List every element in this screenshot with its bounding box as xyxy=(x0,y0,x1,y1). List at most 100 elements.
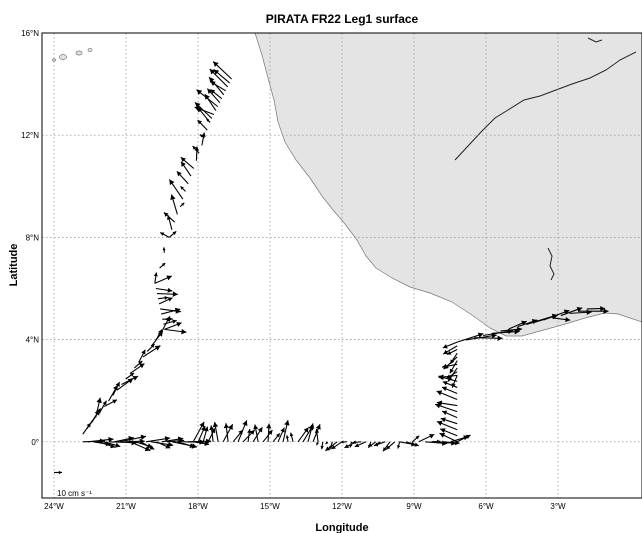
niger-river xyxy=(454,51,637,161)
y-tick-label: 0° xyxy=(31,438,39,447)
x-tick-label: 12°W xyxy=(332,502,352,511)
current-vector xyxy=(474,335,503,341)
current-vector xyxy=(151,441,174,448)
current-vector xyxy=(87,436,114,443)
current-vector xyxy=(98,441,116,449)
scale-arrow xyxy=(54,470,62,475)
current-vector xyxy=(156,441,171,449)
current-vector xyxy=(247,428,252,442)
current-vector xyxy=(209,68,229,88)
current-vector xyxy=(385,441,396,450)
current-vector xyxy=(192,421,205,443)
current-vector xyxy=(354,441,367,448)
current-vector xyxy=(331,441,343,450)
current-vector xyxy=(442,381,458,388)
x-tick-label: 9°W xyxy=(406,502,422,511)
current-vector xyxy=(297,427,309,443)
current-vector xyxy=(368,441,376,448)
current-vector xyxy=(436,390,458,401)
current-vector xyxy=(157,295,169,300)
current-vector xyxy=(253,424,259,442)
current-vector xyxy=(441,410,458,419)
current-vector xyxy=(202,426,209,442)
current-vector xyxy=(436,420,458,431)
current-vector xyxy=(223,423,230,442)
current-vector xyxy=(179,202,185,208)
current-vector xyxy=(156,291,178,297)
x-tick-labels: 24°W 21°W 18°W 15°W 12°W 9°W 6°W 3°W xyxy=(44,502,566,511)
current-vector xyxy=(197,119,208,131)
current-vector xyxy=(140,441,155,450)
current-vector xyxy=(108,384,119,402)
current-vector xyxy=(151,331,164,347)
plot-frame xyxy=(41,32,642,499)
current-vector xyxy=(449,352,458,365)
current-vector xyxy=(158,297,173,305)
y-tick-labels: 0° 4°N 8°N 12°N 16°N xyxy=(21,29,39,447)
current-vector xyxy=(159,262,166,269)
chart-title: PIRATA FR22 Leg1 surface xyxy=(266,12,419,26)
x-axis-label: Longitude xyxy=(315,522,368,533)
current-vector xyxy=(543,309,570,321)
current-vector xyxy=(252,426,263,443)
current-vector xyxy=(212,61,232,80)
current-vector xyxy=(162,247,166,253)
current-vector xyxy=(340,440,347,444)
current-vector xyxy=(142,345,161,358)
x-tick-label: 3°W xyxy=(550,502,566,511)
current-vector xyxy=(208,76,225,96)
current-vector xyxy=(155,287,173,293)
current-vector xyxy=(397,441,401,449)
current-vector xyxy=(194,101,213,119)
current-vector xyxy=(320,441,324,450)
current-vector xyxy=(446,349,458,355)
current-vector xyxy=(180,161,192,177)
current-vector xyxy=(205,118,211,123)
current-vector xyxy=(434,403,458,413)
y-tick-label: 8°N xyxy=(26,233,40,242)
current-vector xyxy=(209,425,215,442)
current-vector xyxy=(164,322,182,330)
y-tick-label: 4°N xyxy=(26,336,40,345)
y-axis-label: Latitude xyxy=(8,244,20,287)
current-vector xyxy=(262,429,273,443)
current-vector xyxy=(201,132,206,146)
current-vector xyxy=(439,428,458,437)
y-tick-label: 16°N xyxy=(21,29,39,38)
current-vector xyxy=(439,432,458,443)
current-vector xyxy=(193,441,210,447)
current-vector xyxy=(82,422,92,435)
current-vector xyxy=(289,432,294,442)
current-vector xyxy=(282,419,290,442)
x-tick-label: 18°W xyxy=(188,502,208,511)
current-vector xyxy=(373,441,386,447)
current-vector xyxy=(307,423,315,442)
current-vector xyxy=(277,427,285,443)
cape-verde-island xyxy=(87,48,93,52)
current-vector xyxy=(442,345,458,355)
current-vector xyxy=(285,435,290,442)
current-vector xyxy=(103,441,121,448)
current-vector xyxy=(578,308,609,314)
lake-volta xyxy=(547,247,555,281)
current-vector xyxy=(447,367,458,382)
current-vector xyxy=(222,423,234,443)
current-vector xyxy=(405,441,420,447)
current-vector xyxy=(194,146,200,161)
current-vector xyxy=(325,441,338,452)
current-vector xyxy=(204,93,217,111)
current-vector xyxy=(552,316,571,323)
x-tick-label: 15°W xyxy=(260,502,280,511)
current-vector xyxy=(99,400,107,413)
current-vector xyxy=(176,171,189,185)
current-vector xyxy=(166,215,173,230)
current-vector xyxy=(168,230,177,238)
current-vector xyxy=(125,372,135,380)
y-tick-label: 12°N xyxy=(21,131,39,140)
current-vector xyxy=(449,360,458,374)
current-vector xyxy=(457,332,484,343)
current-vector xyxy=(508,320,527,330)
river-fragment xyxy=(587,37,603,43)
current-vector xyxy=(316,441,319,446)
